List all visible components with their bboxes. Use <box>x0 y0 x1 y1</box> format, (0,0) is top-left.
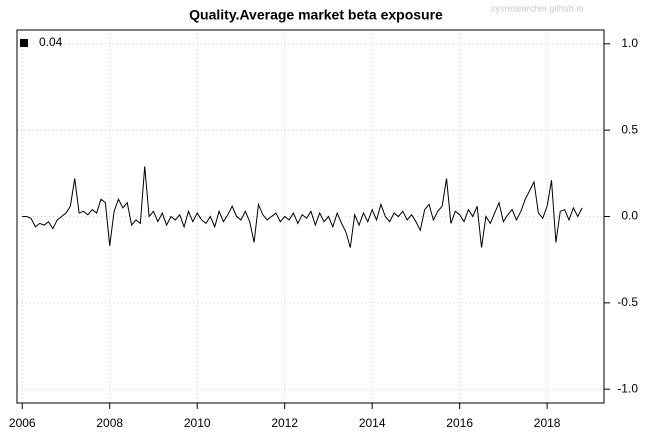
y-tick-label: 0.0 <box>621 209 638 223</box>
y-tick-label: -0.5 <box>617 295 638 309</box>
x-tick-label: 2014 <box>359 416 386 430</box>
chart-title: Quality.Average market beta exposure <box>189 7 443 23</box>
x-tick-label: 2016 <box>446 416 473 430</box>
y-tick-label: 0.5 <box>621 122 638 136</box>
legend-swatch <box>20 39 28 47</box>
x-tick-label: 2018 <box>534 416 561 430</box>
series-line <box>22 166 583 248</box>
y-tick-label: 1.0 <box>621 36 638 50</box>
plot-frame <box>16 29 605 404</box>
x-tick-label: 2012 <box>271 416 298 430</box>
legend-label: 0.04 <box>39 35 63 49</box>
x-tick-label: 2008 <box>96 416 123 430</box>
x-tick-label: 2010 <box>184 416 211 430</box>
watermark: sysresearcher.github.io <box>491 3 584 13</box>
y-tick-label: -1.0 <box>617 381 638 395</box>
x-tick-label: 2006 <box>9 416 36 430</box>
